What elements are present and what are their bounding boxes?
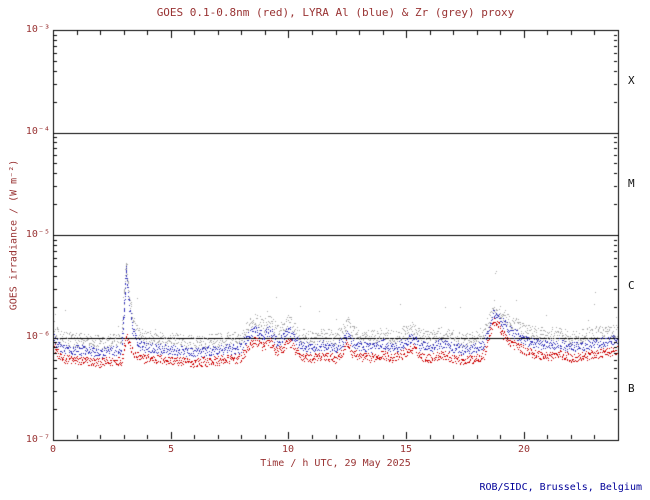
y-tick-1e-4: 10⁻⁴ [25,126,50,137]
y-tick-1e-5: 10⁻⁵ [25,229,50,240]
y-tick-1e-7: 10⁻⁷ [25,434,50,445]
flare-class-m: M [628,177,635,190]
y-tick-1e-3: 10⁻³ [25,24,50,35]
flare-class-b: B [628,382,635,395]
credit-text: ROB/SIDC, Brussels, Belgium [479,482,642,493]
x-tick-0: 0 [49,444,57,455]
flare-class-x: X [628,74,635,87]
y-tick-1e-6: 10⁻⁶ [25,331,50,342]
x-tick-5: 5 [167,444,175,455]
x-tick-10: 10 [281,444,295,455]
x-tick-15: 15 [399,444,413,455]
chart-title: GOES 0.1-0.8nm (red), LYRA Al (blue) & Z… [156,6,515,19]
flare-class-c: C [628,279,635,292]
x-axis-label: Time / h UTC, 29 May 2025 [260,458,411,469]
x-tick-20: 20 [517,444,531,455]
